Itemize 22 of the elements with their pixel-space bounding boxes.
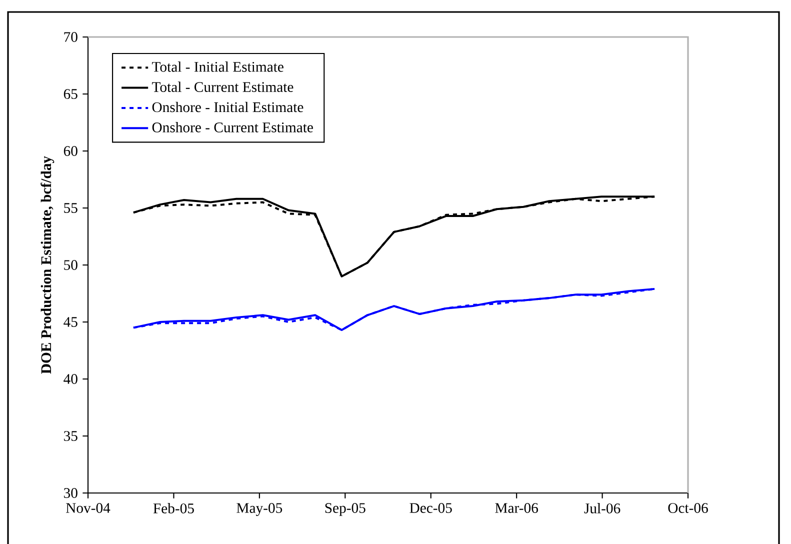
y-tick-label: 35 xyxy=(64,431,78,441)
y-tick-label: 65 xyxy=(64,89,78,99)
x-tick-label: Jul-06 xyxy=(584,503,620,514)
x-tick-label: Feb-05 xyxy=(153,503,194,514)
y-tick-label: 50 xyxy=(64,260,78,270)
x-tick-label: May-05 xyxy=(236,503,282,516)
y-axis-title: DOE Production Estimate, bcf/day xyxy=(40,156,54,374)
legend-label: Onshore - Initial Estimate xyxy=(152,102,304,112)
legend-label: Onshore - Current Estimate xyxy=(152,122,313,132)
y-tick-label: 60 xyxy=(64,146,78,156)
x-tick-label: Oct-06 xyxy=(668,503,708,513)
legend-label: Total - Current Estimate xyxy=(152,82,294,92)
y-tick-label: 40 xyxy=(64,374,78,384)
y-tick-label: 45 xyxy=(64,317,78,327)
y-tick-label: 55 xyxy=(64,203,78,213)
x-tick-label: Mar-06 xyxy=(495,503,538,513)
x-tick-label: Nov-04 xyxy=(66,503,110,513)
y-tick-label: 70 xyxy=(64,32,78,42)
legend-label: Total - Initial Estimate xyxy=(152,62,284,72)
x-tick-label: Dec-05 xyxy=(410,503,452,513)
x-tick-label: Sep-05 xyxy=(325,503,366,516)
y-tick-label: 30 xyxy=(64,488,78,498)
